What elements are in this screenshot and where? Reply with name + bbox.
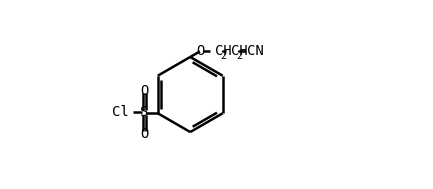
Text: S: S (140, 105, 149, 119)
Text: Cl: Cl (112, 105, 129, 119)
Text: 2: 2 (236, 51, 242, 60)
Text: O: O (197, 44, 205, 58)
Text: O: O (140, 127, 149, 141)
Text: CN: CN (247, 44, 264, 58)
Text: 2: 2 (220, 51, 226, 60)
Text: O: O (140, 84, 149, 98)
Text: CH: CH (215, 44, 232, 58)
Text: CH: CH (231, 44, 248, 58)
